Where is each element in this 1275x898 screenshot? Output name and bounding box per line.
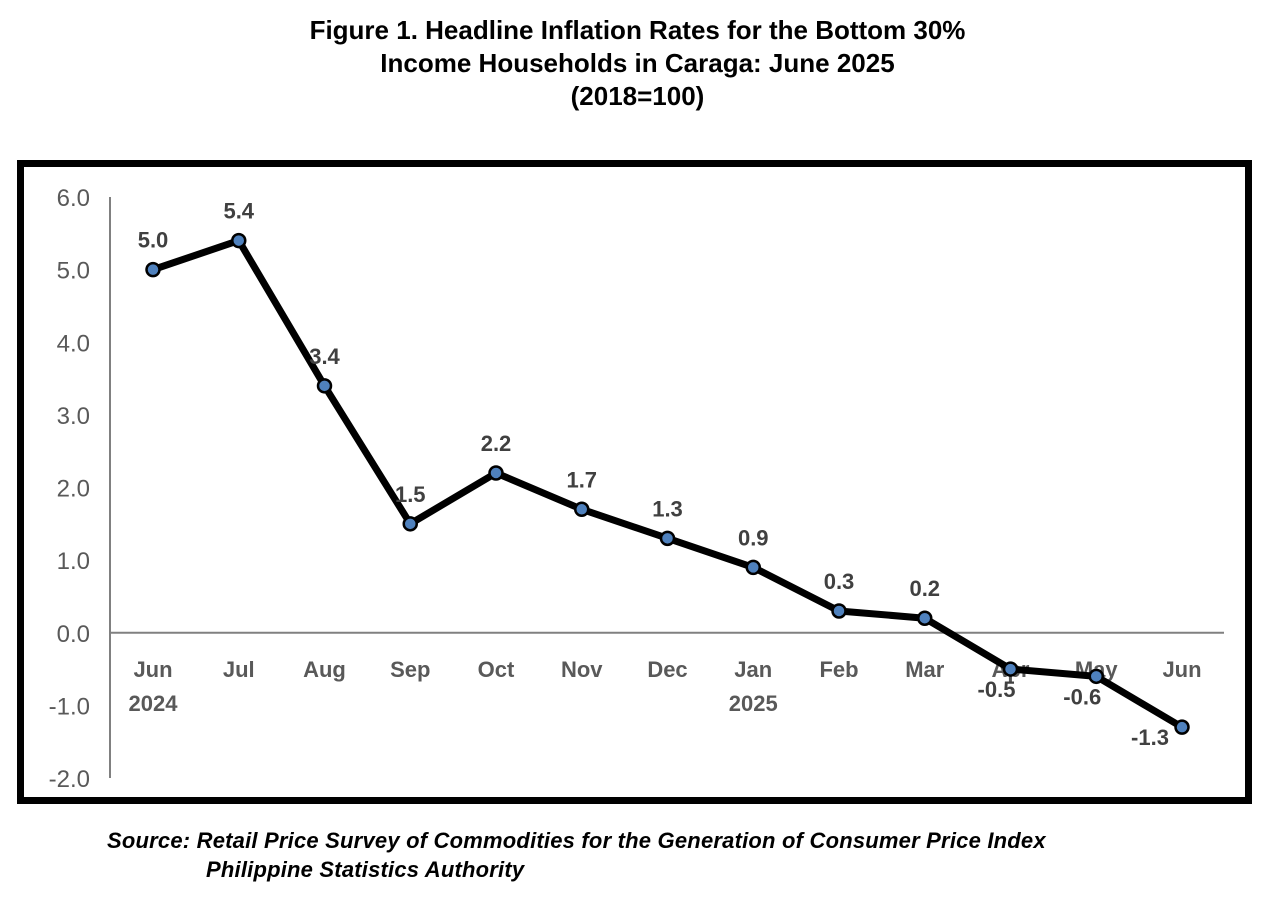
- x-tick-label: Jan: [734, 657, 772, 682]
- data-labels-layer: 5.0 5.4 3.4 1.5 2.2 1.7 1.3 0.9 0.3 0.2 -0.5 -0.6 -1…: [138, 199, 1169, 751]
- data-label: 3.4: [309, 344, 340, 369]
- x-tick-label: Oct: [478, 657, 515, 682]
- data-label: 0.3: [824, 569, 855, 594]
- data-point-marker: [659, 530, 676, 547]
- data-label: 0.2: [909, 576, 940, 601]
- y-tick-label: 3.0: [57, 403, 90, 430]
- data-point-marker: [1174, 719, 1190, 735]
- y-tick-label: 4.0: [57, 330, 90, 357]
- data-point-marker: [831, 603, 847, 619]
- y-tick-label: -1.0: [49, 693, 90, 720]
- data-label: 5.0: [138, 228, 169, 253]
- data-point-marker: [231, 232, 247, 249]
- y-tick-label: 6.0: [57, 185, 90, 212]
- series-line: [149, 237, 1186, 731]
- data-point-marker: [574, 501, 590, 518]
- data-label: -0.5: [978, 677, 1016, 702]
- source-line-2: Philippine Statistics Authority: [206, 857, 525, 882]
- x-tick-label: Feb: [819, 657, 858, 682]
- y-tick-label: 1.0: [57, 548, 90, 575]
- data-point-marker: [917, 610, 933, 626]
- data-point-marker: [1088, 668, 1104, 685]
- x-tick-label: Jun: [133, 657, 172, 682]
- data-label: 2.2: [481, 431, 512, 456]
- chart-title: Figure 1. Headline Inflation Rates for t…: [0, 14, 1275, 113]
- data-point-marker: [745, 559, 761, 576]
- y-tick-label: 2.0: [57, 476, 90, 503]
- chart-frame: [17, 160, 1252, 804]
- x-tick-label: Mar: [905, 657, 945, 682]
- x-tick-label: Jun: [1162, 657, 1201, 682]
- markers-layer: [145, 232, 1190, 735]
- chart-title-line-1: Figure 1. Headline Inflation Rates for t…: [309, 15, 966, 45]
- x-tick-sublabel: 2025: [729, 691, 778, 716]
- x-tick-label: Nov: [561, 657, 603, 682]
- x-tick-label: Dec: [647, 657, 687, 682]
- source-line-1: Source: Retail Price Survey of Commoditi…: [107, 828, 1046, 853]
- series-line-layer: [149, 237, 1186, 731]
- data-label: 1.7: [566, 467, 597, 492]
- y-tick-label: 5.0: [57, 258, 90, 285]
- data-label: -1.3: [1131, 725, 1169, 750]
- axes-layer: 6.0 5.0 4.0 3.0 2.0 1.0 0.0 -1.0 -2.0 Jun 2024 Jul A…: [49, 185, 1224, 793]
- chart-title-line-3: (2018=100): [570, 81, 705, 111]
- chart-title-line-2: Income Households in Caraga: June 2025: [380, 48, 895, 78]
- x-tick-label: Jul: [223, 657, 255, 682]
- data-point-marker: [488, 465, 504, 481]
- x-tick-sublabel: 2024: [129, 691, 179, 716]
- y-tick-label: -2.0: [49, 766, 90, 793]
- x-tick-label: Aug: [303, 657, 346, 682]
- data-label: -0.6: [1063, 684, 1101, 709]
- data-point-marker: [1002, 661, 1019, 677]
- data-point-marker: [145, 261, 161, 278]
- data-label: 0.9: [738, 525, 769, 550]
- source-note: Source: Retail Price Survey of Commoditi…: [107, 826, 1046, 884]
- data-label: 1.3: [652, 496, 683, 521]
- data-point-marker: [316, 378, 333, 394]
- data-label: 1.5: [395, 482, 426, 507]
- x-tick-label: Sep: [390, 657, 430, 682]
- data-point-marker: [402, 516, 418, 532]
- y-tick-label: 0.0: [57, 621, 90, 648]
- data-label: 5.4: [223, 199, 254, 224]
